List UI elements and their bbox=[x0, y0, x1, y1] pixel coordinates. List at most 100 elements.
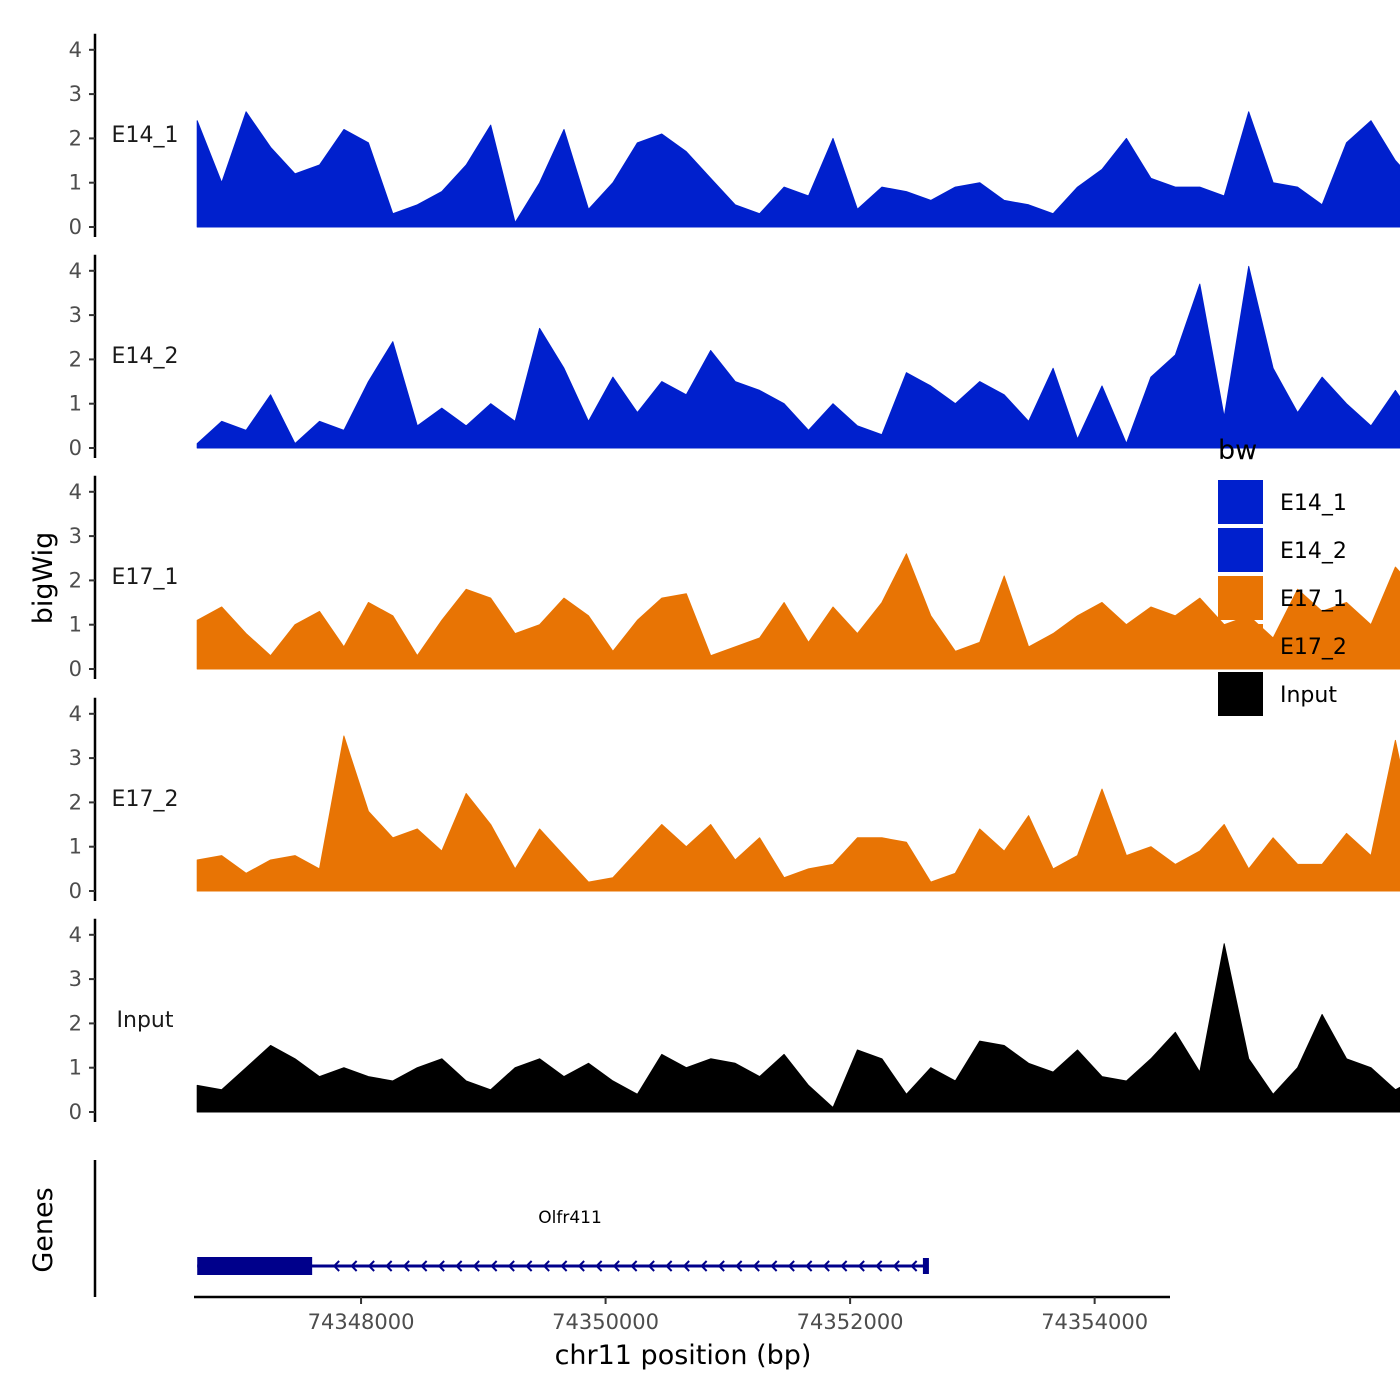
strand-arrow bbox=[612, 1260, 620, 1272]
signal-area-e17-2 bbox=[196, 735, 1400, 892]
track-label: E17_1 bbox=[112, 565, 179, 590]
strand-arrow bbox=[437, 1260, 445, 1272]
strand-arrow bbox=[420, 1260, 428, 1272]
strand-arrow bbox=[875, 1260, 883, 1272]
track-e17-1: 0 1 2 3 4 E17_1 bbox=[69, 475, 1400, 681]
strand-arrow bbox=[892, 1260, 900, 1272]
strand-arrow bbox=[700, 1260, 708, 1272]
genes-axis-title: Genes bbox=[28, 1187, 59, 1272]
strand-arrow bbox=[630, 1260, 638, 1272]
x-tick-label: 74354000 bbox=[1041, 1310, 1148, 1334]
strand-arrow bbox=[857, 1260, 865, 1272]
y-tick-label: 0 bbox=[69, 436, 82, 460]
gene-exon-block bbox=[197, 1257, 313, 1275]
strand-arrow bbox=[472, 1260, 480, 1272]
legend-label: Input bbox=[1280, 683, 1337, 708]
y-tick-label: 2 bbox=[69, 1011, 82, 1035]
y-tick-label: 4 bbox=[69, 259, 82, 283]
strand-arrow bbox=[735, 1260, 743, 1272]
x-axis: 74348000 74350000 74352000 74354000 bbox=[194, 1295, 1170, 1334]
strand-arrow bbox=[542, 1260, 550, 1272]
y-tick-label: 4 bbox=[69, 923, 82, 947]
legend-swatch bbox=[1218, 528, 1263, 572]
y-tick-label: 1 bbox=[69, 613, 82, 637]
strand-arrow bbox=[350, 1260, 358, 1272]
signal-area-input bbox=[196, 943, 1400, 1113]
strand-arrow bbox=[525, 1260, 533, 1272]
y-tick-label: 4 bbox=[69, 38, 82, 62]
strand-arrow bbox=[787, 1260, 795, 1272]
strand-arrow bbox=[665, 1260, 673, 1272]
strand-arrow bbox=[455, 1260, 463, 1272]
signal-area-e14-2 bbox=[196, 265, 1400, 449]
legend-item: Input bbox=[1218, 672, 1337, 716]
strand-arrow bbox=[770, 1260, 778, 1272]
x-tick-label: 74350000 bbox=[552, 1310, 659, 1334]
legend-swatch bbox=[1218, 480, 1263, 524]
signal-area-e17-1 bbox=[196, 553, 1400, 670]
strand-arrow bbox=[577, 1260, 585, 1272]
track-e14-2: 0 1 2 3 4 E14_2 bbox=[69, 254, 1400, 460]
legend-label: E17_1 bbox=[1280, 587, 1347, 612]
y-tick-label: 3 bbox=[69, 746, 82, 770]
y-tick-label: 1 bbox=[69, 392, 82, 416]
y-tick-label: 2 bbox=[69, 790, 82, 814]
strand-arrow bbox=[805, 1260, 813, 1272]
legend-item: E17_2 bbox=[1218, 624, 1347, 668]
legend-label: E14_1 bbox=[1280, 491, 1347, 516]
gene-panel: Olfr411 bbox=[93, 1160, 929, 1297]
strand-arrow bbox=[822, 1260, 830, 1272]
y-tick-label: 2 bbox=[69, 347, 82, 371]
y-tick-label: 4 bbox=[69, 702, 82, 726]
y-tick-label: 0 bbox=[69, 215, 82, 239]
strand-arrow bbox=[402, 1260, 410, 1272]
strand-arrow bbox=[752, 1260, 760, 1272]
strand-arrow bbox=[910, 1260, 918, 1272]
track-label: E14_1 bbox=[112, 123, 179, 148]
strand-arrow bbox=[647, 1260, 655, 1272]
y-axis-title: bigWig bbox=[28, 532, 59, 625]
legend-label: E17_2 bbox=[1280, 635, 1347, 660]
track-e14-1: 0 1 2 3 4 E14_1 bbox=[69, 33, 1400, 239]
y-tick-label: 1 bbox=[69, 171, 82, 195]
strand-arrow bbox=[490, 1260, 498, 1272]
gene-label: Olfr411 bbox=[538, 1208, 602, 1228]
legend-item: E17_1 bbox=[1218, 576, 1347, 620]
legend-swatch bbox=[1218, 624, 1263, 668]
y-tick-label: 1 bbox=[69, 835, 82, 859]
signal-area-e14-1 bbox=[196, 111, 1400, 228]
strand-arrow bbox=[367, 1260, 375, 1272]
y-tick-label: 1 bbox=[69, 1056, 82, 1080]
x-tick-label: 74348000 bbox=[308, 1310, 415, 1334]
strand-arrow bbox=[682, 1260, 690, 1272]
legend-swatch bbox=[1218, 672, 1263, 716]
y-tick-label: 2 bbox=[69, 568, 82, 592]
strand-arrow bbox=[840, 1260, 848, 1272]
y-tick-label: 3 bbox=[69, 303, 82, 327]
y-tick-label: 4 bbox=[69, 480, 82, 504]
y-tick-label: 0 bbox=[69, 879, 82, 903]
track-label: Input bbox=[117, 1008, 174, 1033]
track-label: E17_2 bbox=[112, 787, 179, 812]
track-panels: 0 1 2 3 4 E14_1 0 1 2 3 4 E14_2 0 1 2 3 4 E17_1 0 1 2 3 4 E17_2… bbox=[69, 33, 1400, 1124]
legend-item: E14_1 bbox=[1218, 480, 1347, 524]
legend-swatch bbox=[1218, 576, 1263, 620]
strand-arrow bbox=[560, 1260, 568, 1272]
gene-exon-end bbox=[922, 1258, 929, 1274]
y-tick-label: 3 bbox=[69, 82, 82, 106]
strand-arrow bbox=[595, 1260, 603, 1272]
legend: bw E14_1 E14_2 E17_1 E17_2 Input bbox=[1218, 435, 1347, 716]
y-tick-label: 3 bbox=[69, 967, 82, 991]
x-tick-label: 74352000 bbox=[797, 1310, 904, 1334]
y-tick-label: 3 bbox=[69, 524, 82, 548]
legend-label: E14_2 bbox=[1280, 539, 1347, 564]
x-axis-title: chr11 position (bp) bbox=[555, 1340, 812, 1371]
y-tick-label: 0 bbox=[69, 657, 82, 681]
strand-arrow bbox=[507, 1260, 515, 1272]
track-e17-2: 0 1 2 3 4 E17_2 bbox=[69, 697, 1400, 903]
strand-arrow bbox=[332, 1260, 340, 1272]
strand-arrows bbox=[332, 1260, 918, 1272]
legend-item: E14_2 bbox=[1218, 528, 1347, 572]
y-tick-label: 0 bbox=[69, 1100, 82, 1124]
